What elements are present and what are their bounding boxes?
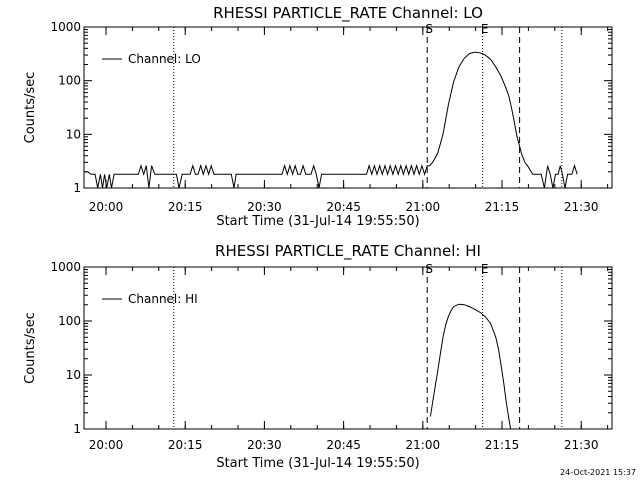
x-tick-label: 21:15 [485, 200, 520, 214]
data-series-line [429, 303, 512, 430]
time-marker-label: S [425, 262, 433, 276]
y-tick-label: 100 [58, 314, 81, 328]
x-tick-label: 20:15 [168, 438, 203, 452]
panel-lo: RHESSI PARTICLE_RATE Channel: LO 1 10 100 10… [23, 4, 613, 229]
x-tick-label: 20:00 [89, 200, 124, 214]
legend-label: Channel: LO [128, 52, 201, 66]
x-tick-label: 20:45 [326, 200, 361, 214]
chart-title: RHESSI PARTICLE_RATE Channel: LO [213, 4, 483, 23]
y-tick-label: 1000 [50, 20, 81, 34]
x-axis-label: Start Time (31-Jul-14 19:55:50) [216, 456, 419, 471]
time-marker-label: S [425, 22, 433, 36]
y-tick-label: 10 [66, 368, 81, 382]
x-tick-label: 20:15 [168, 200, 203, 214]
x-tick-label: 20:00 [89, 438, 124, 452]
timestamp: 24-Oct-2021 15:37 [560, 468, 636, 477]
time-marker-label: E [481, 22, 489, 36]
y-axis-label: Counts/sec [23, 312, 38, 384]
time-marker-label: E [481, 262, 489, 276]
x-tick-label: 21:30 [564, 438, 599, 452]
y-tick-label: 100 [58, 74, 81, 88]
y-axis-label: Counts/sec [23, 72, 38, 144]
y-tick-label: 1 [73, 422, 81, 436]
y-tick-label: 10 [66, 127, 81, 141]
x-tick-label: 21:00 [406, 200, 441, 214]
x-axis-label: Start Time (31-Jul-14 19:55:50) [216, 214, 419, 229]
plot-frame [83, 266, 613, 430]
x-tick-label: 20:30 [247, 200, 282, 214]
x-tick-label: 20:30 [247, 438, 282, 452]
y-tick-label: 1000 [50, 260, 81, 274]
x-tick-label: 21:15 [485, 438, 520, 452]
y-tick-label: 1 [73, 181, 81, 195]
panel-hi: RHESSI PARTICLE_RATE Channel: HI 1 10 100 10… [23, 242, 613, 471]
legend-label: Channel: HI [128, 292, 198, 306]
x-tick-label: 21:00 [406, 438, 441, 452]
chart-title: RHESSI PARTICLE_RATE Channel: HI [215, 242, 481, 261]
x-tick-label: 21:30 [564, 200, 599, 214]
plot-frame [83, 26, 613, 189]
data-series-line [84, 51, 578, 189]
x-tick-label: 20:45 [326, 438, 361, 452]
